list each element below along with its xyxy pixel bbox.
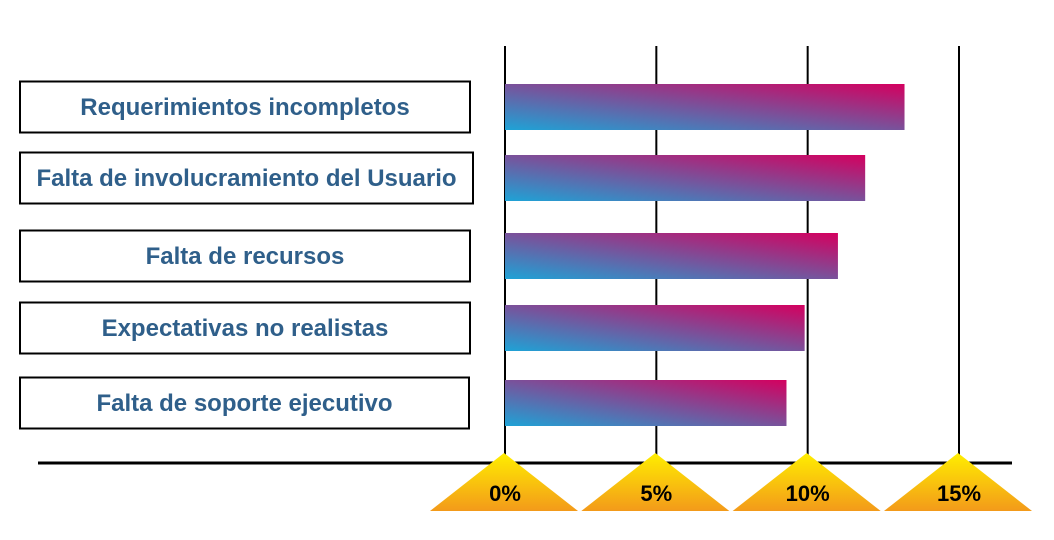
tick-label-3: 15% bbox=[937, 481, 981, 506]
bar-3 bbox=[505, 305, 805, 351]
tick-label-2: 10% bbox=[786, 481, 830, 506]
category-label-3: Expectativas no realistas bbox=[102, 315, 389, 342]
category-labels: Requerimientos incompletos Falta de invol… bbox=[20, 82, 473, 429]
tick-label-0: 0% bbox=[489, 481, 521, 506]
category-label-4: Falta de soporte ejecutivo bbox=[96, 390, 392, 417]
category-label-0: Requerimientos incompletos bbox=[80, 94, 409, 121]
bars bbox=[505, 84, 905, 426]
bar-0 bbox=[505, 84, 905, 130]
bar-2 bbox=[505, 233, 838, 279]
bar-4 bbox=[505, 380, 786, 426]
tick-label-1: 5% bbox=[640, 481, 672, 506]
category-label-1: Falta de involucramiento del Usuario bbox=[36, 165, 456, 192]
category-label-2: Falta de recursos bbox=[146, 243, 345, 270]
bar-1 bbox=[505, 155, 865, 201]
